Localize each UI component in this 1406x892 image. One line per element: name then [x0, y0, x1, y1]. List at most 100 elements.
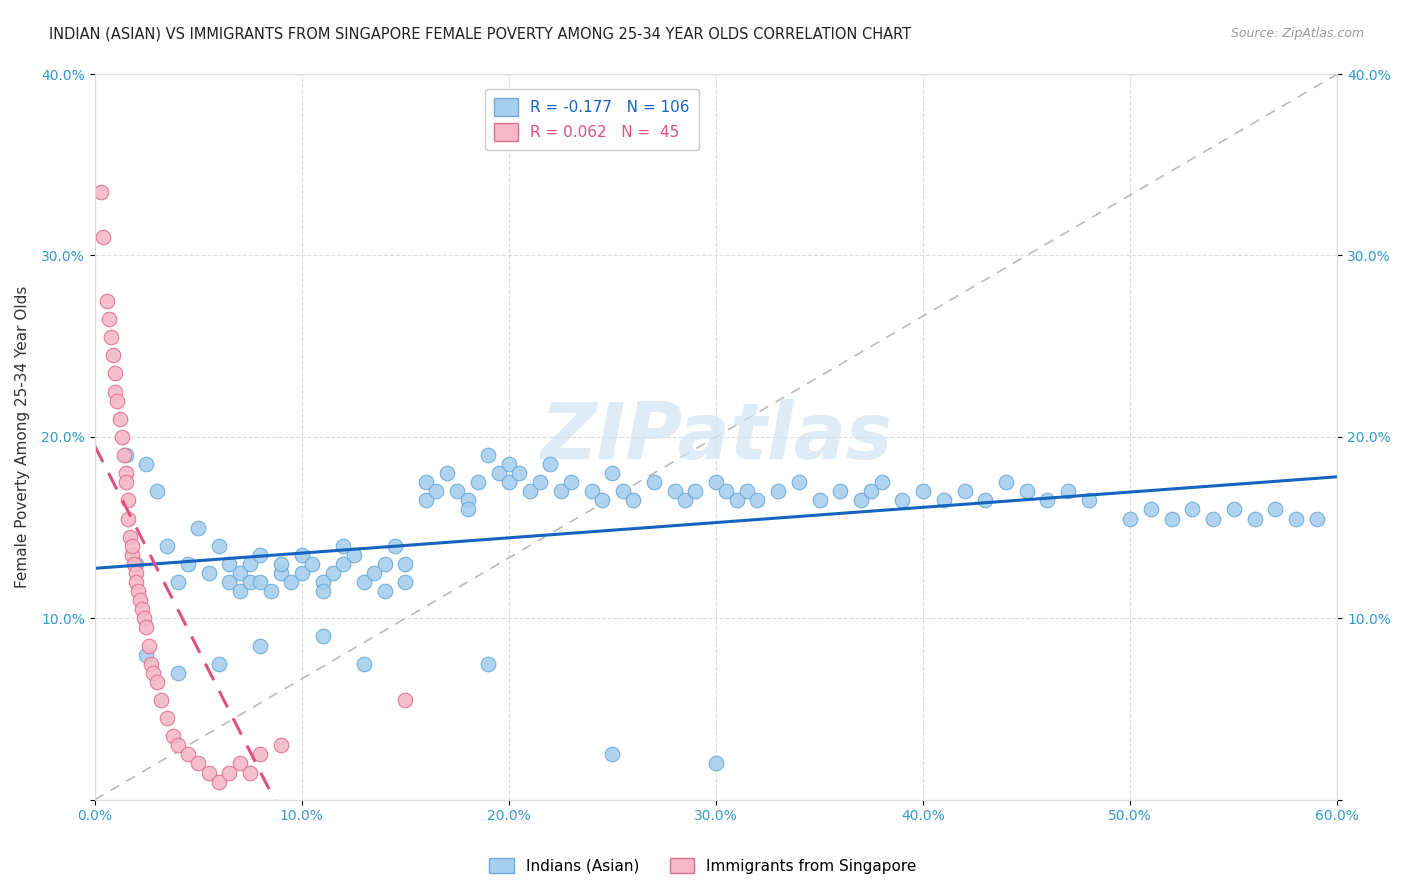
Point — [342, 548, 364, 562]
Point — [291, 548, 314, 562]
Point — [114, 466, 136, 480]
Point — [735, 484, 758, 499]
Point — [704, 756, 727, 771]
Point — [891, 493, 914, 508]
Point — [166, 739, 188, 753]
Point — [139, 657, 162, 671]
Point — [91, 230, 114, 244]
Point — [415, 475, 437, 490]
Point — [197, 765, 219, 780]
Point — [146, 674, 169, 689]
Point — [538, 457, 561, 471]
Point — [1181, 502, 1204, 516]
Point — [104, 367, 127, 381]
Point — [166, 575, 188, 590]
Point — [519, 484, 541, 499]
Text: Source: ZipAtlas.com: Source: ZipAtlas.com — [1230, 27, 1364, 40]
Point — [477, 448, 499, 462]
Point — [104, 384, 127, 399]
Point — [117, 511, 139, 525]
Point — [129, 593, 152, 607]
Point — [208, 657, 231, 671]
Point — [860, 484, 883, 499]
Point — [353, 657, 375, 671]
Point — [228, 756, 250, 771]
Point — [166, 665, 188, 680]
Point — [394, 693, 416, 707]
Point — [498, 457, 520, 471]
Point — [612, 484, 634, 499]
Point — [1305, 511, 1327, 525]
Point — [560, 475, 582, 490]
Point — [394, 575, 416, 590]
Point — [114, 475, 136, 490]
Point — [249, 575, 271, 590]
Point — [1119, 511, 1142, 525]
Point — [239, 765, 262, 780]
Point — [311, 630, 333, 644]
Point — [291, 566, 314, 580]
Point — [1243, 511, 1265, 525]
Point — [602, 466, 624, 480]
Point — [581, 484, 603, 499]
Point — [332, 557, 354, 571]
Legend: Indians (Asian), Immigrants from Singapore: Indians (Asian), Immigrants from Singapo… — [484, 852, 922, 880]
Point — [96, 293, 118, 308]
Point — [1223, 502, 1246, 516]
Point — [301, 557, 323, 571]
Point — [716, 484, 738, 499]
Point — [121, 548, 143, 562]
Point — [142, 665, 165, 680]
Text: ZIPatlas: ZIPatlas — [540, 399, 893, 475]
Point — [156, 711, 179, 725]
Point — [446, 484, 468, 499]
Point — [384, 539, 406, 553]
Point — [131, 602, 153, 616]
Point — [664, 484, 686, 499]
Point — [374, 584, 396, 599]
Point — [228, 584, 250, 599]
Point — [1202, 511, 1225, 525]
Point — [122, 557, 145, 571]
Point — [177, 557, 200, 571]
Point — [208, 539, 231, 553]
Point — [125, 557, 148, 571]
Point — [621, 493, 644, 508]
Point — [477, 657, 499, 671]
Point — [138, 639, 160, 653]
Point — [187, 756, 209, 771]
Point — [457, 493, 479, 508]
Point — [239, 575, 262, 590]
Point — [311, 584, 333, 599]
Text: INDIAN (ASIAN) VS IMMIGRANTS FROM SINGAPORE FEMALE POVERTY AMONG 25-34 YEAR OLDS: INDIAN (ASIAN) VS IMMIGRANTS FROM SINGAP… — [49, 27, 911, 42]
Point — [467, 475, 489, 490]
Point — [156, 539, 179, 553]
Point — [374, 557, 396, 571]
Point — [311, 575, 333, 590]
Point — [260, 584, 283, 599]
Point — [127, 584, 149, 599]
Point — [550, 484, 572, 499]
Point — [135, 620, 157, 634]
Point — [1057, 484, 1080, 499]
Point — [591, 493, 613, 508]
Point — [270, 739, 292, 753]
Point — [704, 475, 727, 490]
Point — [673, 493, 696, 508]
Point — [114, 448, 136, 462]
Point — [1015, 484, 1038, 499]
Point — [353, 575, 375, 590]
Point — [270, 566, 292, 580]
Point — [90, 185, 112, 199]
Point — [932, 493, 955, 508]
Point — [177, 747, 200, 762]
Point — [149, 693, 172, 707]
Point — [103, 348, 125, 362]
Point — [98, 312, 121, 326]
Point — [218, 575, 240, 590]
Point — [111, 430, 134, 444]
Point — [747, 493, 769, 508]
Point — [1140, 502, 1163, 516]
Point — [953, 484, 976, 499]
Point — [118, 530, 141, 544]
